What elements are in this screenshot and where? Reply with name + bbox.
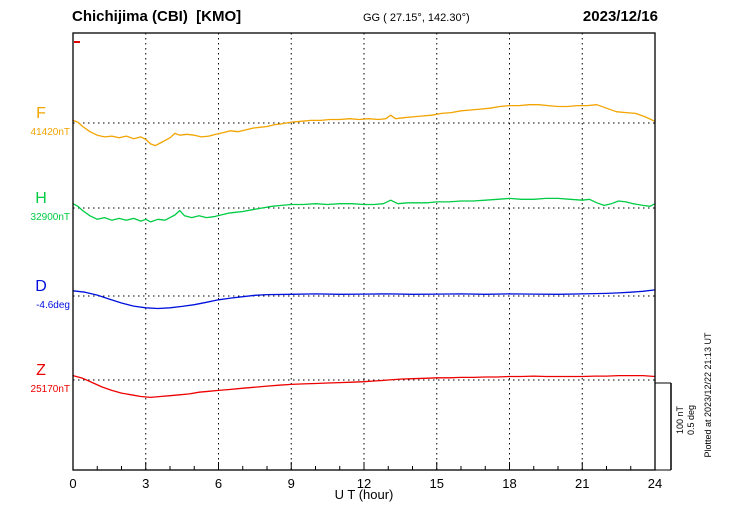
h-trace-ref: 32900nT (12, 213, 70, 223)
d-reference-value: -4.6deg (36, 300, 70, 311)
f-trace-ref: 41420nT (12, 128, 70, 138)
d-component-letter: D (35, 278, 47, 295)
d-trace-label: D (12, 279, 70, 295)
x-axis-label: U T (hour) (334, 487, 394, 502)
f-trace-label: F (12, 106, 70, 122)
svg-text:0: 0 (69, 476, 76, 491)
station-title: Chichijima (CBI) [KMO] (72, 8, 242, 25)
svg-text:24: 24 (648, 476, 662, 491)
plotted-at-timestamp: Plotted at 2023/12/22 21:13 UT (703, 332, 713, 458)
geographic-coordinates: GG ( 27.15°, 142.30°) (363, 12, 470, 24)
svg-text:3: 3 (142, 476, 149, 491)
svg-text:18: 18 (502, 476, 516, 491)
svg-text:9: 9 (288, 476, 295, 491)
z-reference-value: 25170nT (30, 384, 70, 395)
f-component-letter: F (36, 105, 46, 122)
d-trace-ref: -4.6deg (12, 301, 70, 311)
h-reference-value: 32900nT (30, 212, 70, 223)
plot-date: 2023/12/16 (582, 8, 658, 25)
z-trace-label: Z (12, 363, 70, 379)
z-component-letter: Z (36, 362, 46, 379)
z-trace-ref: 25170nT (12, 385, 70, 395)
svg-text:21: 21 (575, 476, 589, 491)
svg-text:6: 6 (215, 476, 222, 491)
h-trace-label: H (12, 191, 70, 207)
f-reference-value: 41420nT (30, 127, 70, 138)
scale-nt-label: 100 nT (675, 405, 685, 435)
scale-bar-labels: 100 nT 0.5 deg (675, 380, 699, 460)
svg-text:15: 15 (430, 476, 444, 491)
h-component-letter: H (35, 190, 47, 207)
scale-deg-label: 0.5 deg (686, 404, 696, 436)
svg-text:12: 12 (357, 476, 371, 491)
